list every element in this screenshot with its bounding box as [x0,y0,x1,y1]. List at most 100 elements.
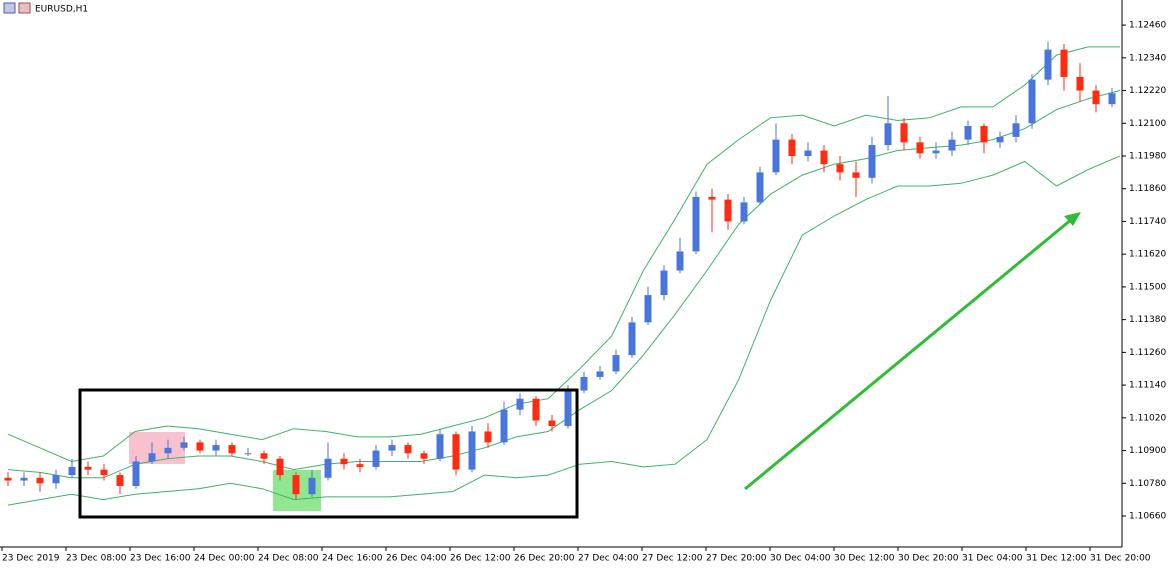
candle-body [708,196,716,200]
y-tick-label: 1.11380 [1129,315,1166,325]
y-tick-label: 1.10660 [1129,512,1166,522]
candle-body [244,453,252,455]
y-tick-label: 1.11860 [1129,184,1166,194]
candle-body [212,445,220,451]
candle-body [692,196,700,252]
y-tick-label: 1.12460 [1129,21,1166,31]
x-tick-label: 31 Dec 12:00 [1026,554,1087,564]
candle-body [1044,49,1052,80]
candle-body [52,475,60,484]
x-tick-label: 30 Dec 20:00 [898,554,959,564]
candle-body [836,164,844,173]
candle-body [356,464,364,467]
y-tick-label: 1.11740 [1129,217,1166,227]
x-tick-label: 24 Dec 00:00 [194,554,255,564]
x-tick-label: 27 Dec 04:00 [578,554,639,564]
bollinger-upper [7,46,1120,463]
candle-body [1060,49,1068,77]
candle-body [564,390,572,426]
x-tick-label: 26 Dec 12:00 [450,554,511,564]
icon [18,2,31,14]
x-tick-label: 23 Dec 2019 [2,554,60,564]
candle-body [852,172,860,178]
x-tick-label: 27 Dec 20:00 [706,554,767,564]
candle-body [756,172,764,203]
candle-body [292,475,300,495]
y-tick-label: 1.10780 [1129,479,1166,489]
highlight-pink [129,432,185,464]
candle-body [4,477,12,481]
candle-body [468,431,476,470]
x-tick-label: 24 Dec 16:00 [322,554,383,564]
candle-body [484,431,492,443]
candle-body [900,123,908,143]
candle-body [516,398,524,410]
candle-body [436,434,444,459]
x-tick-label: 30 Dec 04:00 [770,554,831,564]
arrow-head [1064,212,1081,226]
candle-body [1076,76,1084,91]
y-tick-label: 1.11020 [1129,413,1166,423]
candle-body [996,136,1004,143]
candle-body [932,150,940,154]
candle-body [164,447,172,454]
candle-body [580,376,588,391]
plot [4,41,1121,506]
candle-body [1028,79,1036,124]
candle-body [1108,93,1116,105]
candle-body [500,409,508,443]
candle-body [1012,123,1020,137]
candle-body [644,295,652,323]
y-tick-label: 1.12220 [1129,86,1166,96]
y-tick-label: 1.10900 [1129,446,1166,456]
y-tick-label: 1.11980 [1129,152,1166,162]
trend-arrow [744,217,1073,491]
y-tick-label: 1.11620 [1129,250,1166,260]
x-tick-label: 31 Dec 04:00 [962,554,1023,564]
candle-body [980,126,988,143]
candle-body [804,150,812,156]
x-tick-label: 30 Dec 12:00 [834,554,895,564]
candle-body [532,398,540,421]
candle-body [548,420,556,426]
candle-body [228,445,236,454]
range-box [78,388,579,519]
y-tick-label: 1.11500 [1129,282,1166,292]
y-tick-label: 1.12100 [1129,119,1166,129]
candle-body [612,355,620,372]
candle-body [100,469,108,476]
candle-body [372,450,380,467]
candle-body [884,123,892,146]
candle-body [116,475,124,486]
candle-body [788,139,796,156]
candle-body [1092,90,1100,105]
candle-body [68,466,76,476]
candle-body [260,453,268,459]
candle-body [340,458,348,465]
candle-body [388,445,396,451]
candle-body [324,458,332,478]
x-tick-label: 23 Dec 16:00 [130,554,191,564]
candle-body [452,434,460,470]
candle-body [948,139,956,151]
x-tick-label: 31 Dec 20:00 [1090,554,1151,564]
icon [3,2,16,14]
y-tick-label: 1.12340 [1129,53,1166,63]
candle-body [916,142,924,154]
candle-body [404,445,412,454]
candle-body [180,442,188,448]
candle-body [628,322,636,356]
candle-body [772,139,780,173]
candle-body [20,477,28,481]
candle-body [820,150,828,165]
x-tick-label: 24 Dec 08:00 [258,554,319,564]
candle-body [308,477,316,495]
candle-body [148,453,156,462]
candle-body [132,461,140,486]
candle-body [676,251,684,271]
candle-body [36,477,44,484]
y-tick-label: 1.11140 [1129,381,1166,391]
candle-body [724,199,732,222]
